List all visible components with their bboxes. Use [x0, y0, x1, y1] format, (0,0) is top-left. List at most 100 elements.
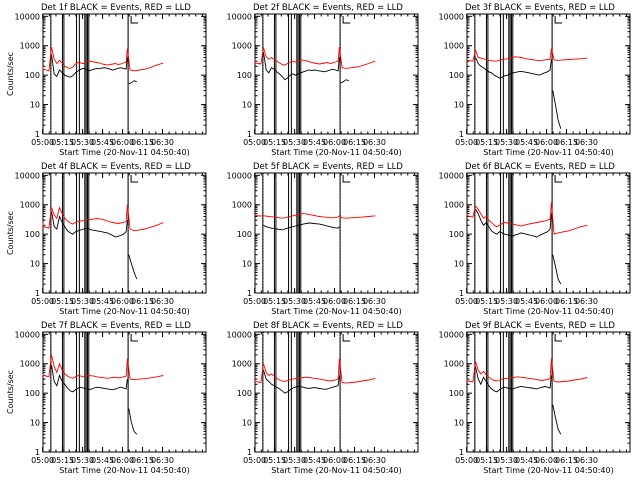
x-tick-label: 06:15	[555, 297, 578, 306]
y-tick-label: 100	[25, 389, 40, 398]
x-tick-label: 05:30	[283, 456, 306, 465]
chart-title: Det 5f BLACK = Events, RED = LLD	[253, 162, 403, 172]
x-tick-label: 05:30	[71, 138, 94, 147]
series-lld-line	[254, 213, 376, 219]
events-postlude-segment	[552, 90, 562, 129]
y-tick-label: 1	[459, 130, 464, 139]
plot-frame	[42, 331, 207, 453]
x-tick-label: 05:30	[495, 456, 518, 465]
y-tick-label: 100	[449, 389, 464, 398]
y-tick-label: 10000	[439, 171, 464, 180]
y-tick-label: 10000	[227, 12, 252, 21]
chart-panel-9: Det 9f BLACK = Events, RED = LLD 1 10 100 10…	[439, 321, 631, 475]
x-tick-label: 05:00	[243, 297, 266, 306]
y-tick-label: 100	[449, 71, 464, 80]
marker-bracket	[130, 16, 139, 24]
y-tick-label: 10	[30, 419, 40, 428]
x-tick-label: 06:00	[535, 138, 558, 147]
marker-bracket	[554, 16, 563, 24]
y-tick-label: 100	[237, 71, 252, 80]
x-tick-label: 06:30	[151, 456, 174, 465]
series-events-line	[51, 54, 128, 78]
events-postlude-segment	[128, 254, 138, 280]
y-tick-label: 10	[242, 260, 252, 269]
x-tick-label: 05:45	[515, 456, 538, 465]
x-tick-label: 05:30	[71, 456, 94, 465]
x-tick-label: 06:30	[363, 456, 386, 465]
series-events-line	[263, 52, 340, 81]
y-tick-label: 10000	[227, 330, 252, 339]
x-tick-label: 05:15	[263, 456, 286, 465]
marker-bracket	[554, 334, 563, 342]
marker-bracket	[342, 334, 351, 342]
series-events-line	[475, 366, 552, 393]
chart-panel-1: Det 1f BLACK = Events, RED = LLD 1 10 100 10…	[6, 3, 207, 157]
y-tick-label: 1	[35, 130, 40, 139]
series-events-line	[51, 211, 128, 238]
x-tick-label: 05:15	[51, 138, 74, 147]
x-axis-label: Start Time (20-Nov-11 04:50:40)	[271, 148, 401, 157]
y-axis-label: Counts/sec	[6, 370, 15, 414]
y-tick-label: 10000	[15, 12, 40, 21]
series-lld-line	[254, 47, 376, 69]
x-tick-label: 05:15	[51, 297, 74, 306]
events-postlude-segment	[552, 404, 562, 435]
x-tick-label: 05:30	[495, 297, 518, 306]
plot-frame	[466, 172, 631, 294]
series-lld-line	[42, 47, 164, 72]
chart-panel-7: Det 7f BLACK = Events, RED = LLD 1 10 100 10…	[6, 321, 207, 475]
y-tick-label: 10	[454, 260, 464, 269]
marker-bracket	[554, 175, 563, 183]
x-tick-label: 05:30	[283, 297, 306, 306]
x-tick-label: 06:15	[131, 297, 154, 306]
x-tick-label: 06:15	[131, 456, 154, 465]
x-tick-label: 05:45	[303, 456, 326, 465]
y-tick-label: 1000	[232, 360, 252, 369]
chart-title: Det 4f BLACK = Events, RED = LLD	[41, 162, 191, 172]
y-tick-label: 10	[30, 260, 40, 269]
marker-bracket	[342, 175, 351, 183]
x-axis-label: Start Time (20-Nov-11 04:50:40)	[271, 466, 401, 475]
x-tick-label: 06:00	[535, 456, 558, 465]
y-tick-label: 100	[25, 71, 40, 80]
series-events-line	[475, 209, 552, 238]
y-tick-label: 10000	[227, 171, 252, 180]
y-tick-label: 1	[35, 448, 40, 457]
events-postlude-segment	[128, 408, 138, 435]
x-tick-label: 05:15	[475, 456, 498, 465]
x-tick-label: 05:00	[243, 456, 266, 465]
x-tick-label: 06:00	[323, 138, 346, 147]
x-tick-label: 06:15	[555, 456, 578, 465]
x-axis-label: Start Time (20-Nov-11 04:50:40)	[483, 466, 613, 475]
y-tick-label: 10000	[15, 330, 40, 339]
chart-panel-8: Det 8f BLACK = Events, RED = LLD 1 10 100 10…	[227, 321, 419, 475]
x-tick-label: 05:00	[243, 138, 266, 147]
y-tick-label: 10	[30, 101, 40, 110]
x-tick-label: 06:15	[343, 297, 366, 306]
events-postlude-segment	[128, 80, 137, 85]
x-tick-label: 05:15	[475, 297, 498, 306]
plot-frame	[254, 13, 419, 135]
x-tick-label: 06:00	[111, 456, 134, 465]
y-tick-label: 10	[242, 101, 252, 110]
y-tick-label: 1	[247, 289, 252, 298]
x-axis-label: Start Time (20-Nov-11 04:50:40)	[483, 148, 613, 157]
x-tick-label: 05:45	[515, 138, 538, 147]
x-axis-label: Start Time (20-Nov-11 04:50:40)	[483, 307, 613, 316]
x-tick-label: 05:45	[91, 138, 114, 147]
chart-panel-2: Det 2f BLACK = Events, RED = LLD 1 10 100 10…	[227, 3, 419, 157]
y-tick-label: 100	[25, 230, 40, 239]
x-tick-label: 05:45	[515, 297, 538, 306]
events-postlude-segment	[552, 254, 562, 285]
x-axis-label: Start Time (20-Nov-11 04:50:40)	[59, 307, 189, 316]
y-tick-label: 10	[454, 419, 464, 428]
series-lld-line	[466, 48, 588, 62]
plot-frame	[254, 172, 419, 294]
y-tick-label: 100	[449, 230, 464, 239]
y-tick-label: 1	[247, 130, 252, 139]
y-tick-label: 1000	[232, 201, 252, 210]
y-axis-label: Counts/sec	[6, 52, 15, 96]
x-tick-label: 05:00	[455, 297, 478, 306]
chart-panel-4: Det 4f BLACK = Events, RED = LLD 1 10 100 10…	[6, 162, 207, 316]
